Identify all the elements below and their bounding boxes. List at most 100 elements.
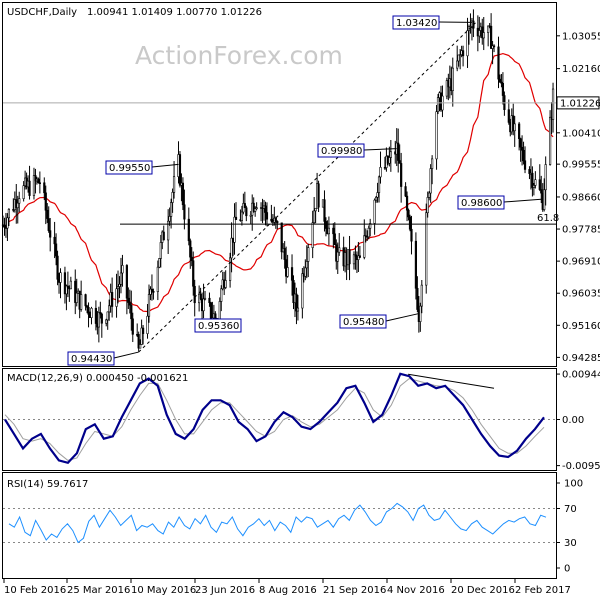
candle-body bbox=[431, 158, 434, 169]
candle-body bbox=[183, 204, 186, 220]
candle-body bbox=[119, 272, 123, 285]
annotation-box bbox=[194, 318, 242, 333]
candle-body bbox=[543, 189, 546, 210]
candle-body bbox=[528, 169, 531, 174]
candle-body bbox=[551, 88, 555, 120]
candle-body bbox=[150, 288, 154, 292]
candle-body bbox=[130, 304, 133, 320]
candle-body bbox=[373, 199, 376, 224]
price-y-tick-label: 0.97785 bbox=[562, 225, 600, 236]
candle-body bbox=[363, 235, 366, 258]
annotation-label: 0.95480 bbox=[343, 317, 384, 328]
candle-body bbox=[16, 202, 19, 209]
candle-body bbox=[158, 258, 161, 268]
candle-body bbox=[379, 166, 382, 178]
candle-body bbox=[203, 297, 207, 300]
annotation-box bbox=[105, 160, 153, 175]
candle-body bbox=[181, 182, 185, 206]
candle-body bbox=[116, 286, 120, 290]
annotation-label: 0.99980 bbox=[321, 146, 362, 157]
rsi-panel: 100 70 30 0 bbox=[3, 479, 583, 575]
candle-body bbox=[190, 256, 193, 261]
candle-body bbox=[141, 327, 145, 334]
candle-body bbox=[426, 197, 429, 214]
candle-body bbox=[295, 293, 298, 312]
candle-body bbox=[348, 249, 351, 265]
moving-average-path bbox=[2, 52, 554, 313]
x-tick-label: 20 Dec 2016 bbox=[451, 585, 515, 596]
candle-body bbox=[290, 267, 294, 281]
candle-body bbox=[513, 123, 516, 132]
candle-body bbox=[118, 284, 121, 287]
annotation-connector bbox=[151, 163, 179, 168]
candle-body bbox=[338, 247, 341, 253]
candle-body bbox=[74, 280, 77, 303]
candle-body bbox=[323, 199, 326, 222]
candle-body bbox=[540, 189, 543, 194]
candle-body bbox=[466, 30, 469, 57]
annotation-box bbox=[339, 314, 387, 329]
macd-panel: 0.009446 0.00 -0.009588 bbox=[3, 370, 600, 472]
candle-body bbox=[75, 292, 78, 303]
candle-body bbox=[507, 109, 510, 123]
candle-body bbox=[457, 54, 460, 62]
candle-body bbox=[407, 209, 410, 218]
macd-y-tick-label: -0.009588 bbox=[562, 461, 600, 472]
candle-body bbox=[538, 179, 541, 190]
candle-body bbox=[106, 311, 109, 321]
candle-body bbox=[230, 237, 233, 259]
candle-body bbox=[202, 298, 205, 312]
candle-body bbox=[286, 267, 289, 277]
candle-body bbox=[501, 82, 505, 96]
candle-body bbox=[498, 78, 502, 83]
candle-body bbox=[336, 251, 339, 262]
candle-body bbox=[410, 228, 413, 242]
candle-body bbox=[63, 272, 67, 295]
annotation-box bbox=[67, 351, 115, 366]
x-tick-label: 2 Feb 2017 bbox=[515, 585, 571, 596]
candle-body bbox=[357, 255, 360, 260]
candle-body bbox=[352, 254, 356, 265]
candle-body bbox=[445, 80, 448, 97]
candle-body bbox=[264, 205, 267, 213]
candle-body bbox=[37, 178, 40, 184]
candle-body bbox=[500, 81, 503, 84]
candle-body bbox=[249, 214, 252, 217]
candle-body bbox=[532, 185, 535, 188]
candle-body bbox=[274, 217, 277, 222]
candle-body bbox=[54, 243, 58, 257]
candle-body bbox=[99, 311, 102, 315]
candle-body bbox=[199, 293, 202, 300]
candle-body bbox=[147, 294, 151, 317]
candle-body bbox=[131, 318, 134, 335]
candle-body bbox=[292, 279, 295, 304]
annotation-label: 0.94430 bbox=[71, 354, 112, 365]
candle-body bbox=[220, 288, 223, 302]
candle-body bbox=[65, 285, 68, 295]
candle-body bbox=[490, 25, 493, 49]
candle-body bbox=[482, 32, 485, 39]
moving-average-line bbox=[2, 52, 554, 313]
candlesticks bbox=[1, 9, 555, 352]
candle-body bbox=[159, 242, 162, 259]
candle-body bbox=[487, 25, 490, 33]
candle-body bbox=[428, 192, 431, 198]
candle-body bbox=[192, 260, 195, 287]
candle-body bbox=[478, 30, 481, 37]
candle-body bbox=[43, 182, 46, 194]
candle-body bbox=[317, 183, 320, 208]
candle-body bbox=[38, 182, 41, 185]
candle-body bbox=[400, 163, 403, 187]
annotation-box bbox=[317, 143, 365, 158]
candle-body bbox=[87, 307, 90, 315]
price-y-axis: 1.03055 1.02160 1.00410 0.99555 0.98660 0.977… bbox=[556, 31, 600, 364]
rsi-line bbox=[8, 502, 547, 544]
candle-body bbox=[53, 236, 56, 245]
annotation-connector bbox=[385, 313, 419, 322]
rsi-y-tick-label: 0 bbox=[564, 564, 570, 575]
candle-body bbox=[404, 186, 407, 197]
candle-body bbox=[187, 218, 190, 242]
candle-body bbox=[451, 67, 454, 91]
candle-body bbox=[301, 273, 304, 309]
candle-body bbox=[49, 230, 52, 238]
